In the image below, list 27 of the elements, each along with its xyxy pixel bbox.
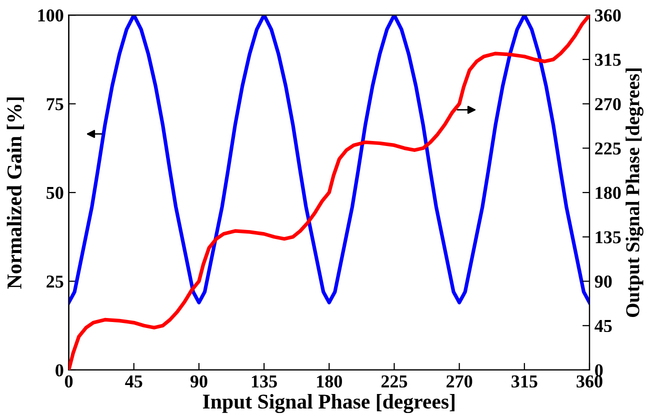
y2-tick-label: 225: [595, 142, 621, 155]
y2-axis-title: Output Signal Phase [degrees]: [626, 68, 644, 317]
y-axis-title: Normalized Gain [%]: [6, 97, 24, 289]
y2-tick-label: 270: [595, 98, 621, 110]
y-tick-label: 50: [46, 186, 64, 199]
x-axis-title: Input Signal Phase [degrees]: [202, 394, 454, 414]
y2-tick-label: 0: [595, 364, 603, 376]
x-tick-label: 270: [446, 375, 472, 388]
y-tick-label: 25: [46, 276, 64, 288]
y2-tick-label: 360: [595, 9, 621, 22]
x-tick-label: 225: [381, 375, 408, 388]
y-tick-label: 75: [46, 98, 64, 110]
y2-tick-label: 180: [596, 186, 621, 199]
y2-tick-label: 315: [595, 54, 621, 66]
line-series: [68, 15, 590, 370]
y2-tick-label: 90: [594, 276, 612, 288]
x-tick-label: 315: [512, 375, 538, 388]
x-tick-label: 45: [125, 375, 142, 388]
y2-tick-label: 45: [594, 320, 612, 332]
y-tick-label: 0: [56, 364, 64, 376]
x-tick-label: 135: [252, 375, 277, 388]
x-tick-label: 180: [317, 375, 342, 388]
x-tick-label: 360: [576, 375, 602, 388]
x-tick-label: 90: [190, 375, 208, 388]
x-tick-label: 0: [64, 375, 73, 388]
y-tick-label: 100: [38, 9, 64, 22]
y2-tick-label: 135: [596, 231, 621, 244]
